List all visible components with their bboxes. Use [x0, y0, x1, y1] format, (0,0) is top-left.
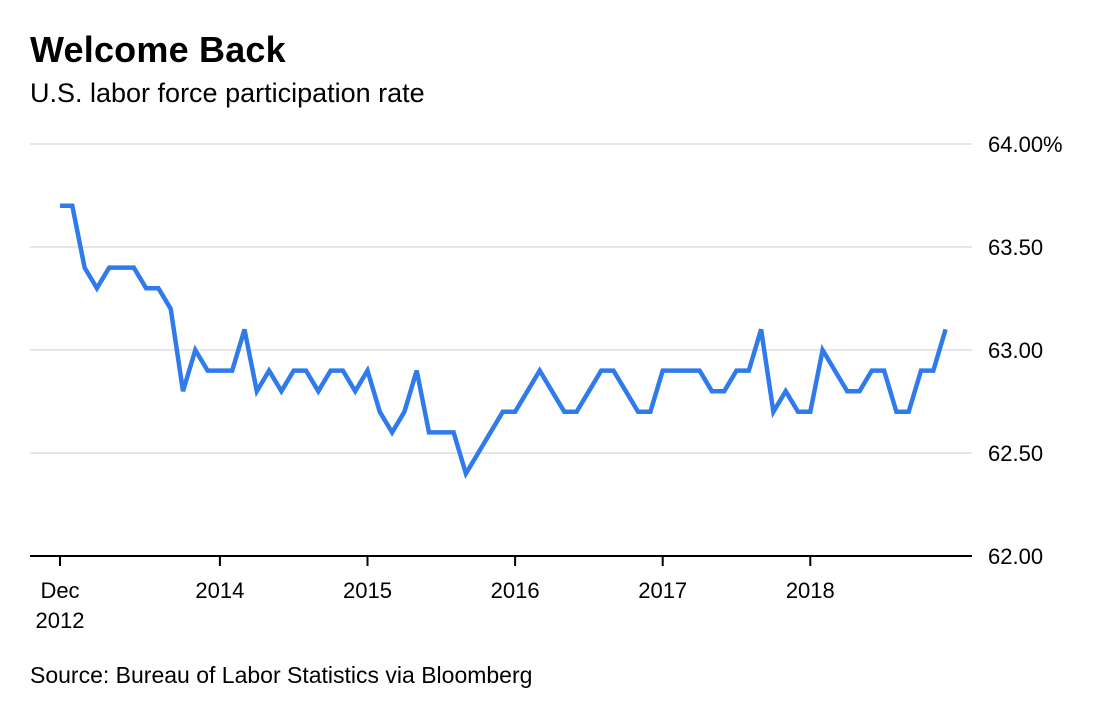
- x-axis-labels: Dec 2012 2014 2015 2016 2017 2018: [36, 578, 835, 633]
- x-tick-label: 2018: [786, 578, 835, 603]
- x-tick-label: 2016: [491, 578, 540, 603]
- x-tick-label: 2017: [638, 578, 687, 603]
- y-tick-label: 62.50: [988, 441, 1043, 466]
- y-axis-labels: 64.00% 63.50 63.00 62.50 62.00: [988, 132, 1063, 569]
- chart-title: Welcome Back: [30, 29, 286, 70]
- x-tick-label: 2015: [343, 578, 392, 603]
- y-tick-label: 62.00: [988, 544, 1043, 569]
- source-note: Source: Bureau of Labor Statistics via B…: [30, 662, 533, 688]
- x-tick-label: Dec: [40, 578, 79, 603]
- gridlines: [30, 143, 972, 454]
- y-tick-label: 64.00%: [988, 132, 1063, 157]
- series-line: [60, 203, 948, 480]
- y-tick-label: 63.00: [988, 338, 1043, 363]
- y-tick-label: 63.50: [988, 235, 1043, 260]
- series-layer: [60, 203, 948, 480]
- chart-subtitle: U.S. labor force participation rate: [30, 78, 425, 108]
- x-tick-label: 2014: [195, 578, 244, 603]
- x-tick-label: 2012: [36, 608, 85, 633]
- x-axis: [30, 555, 972, 566]
